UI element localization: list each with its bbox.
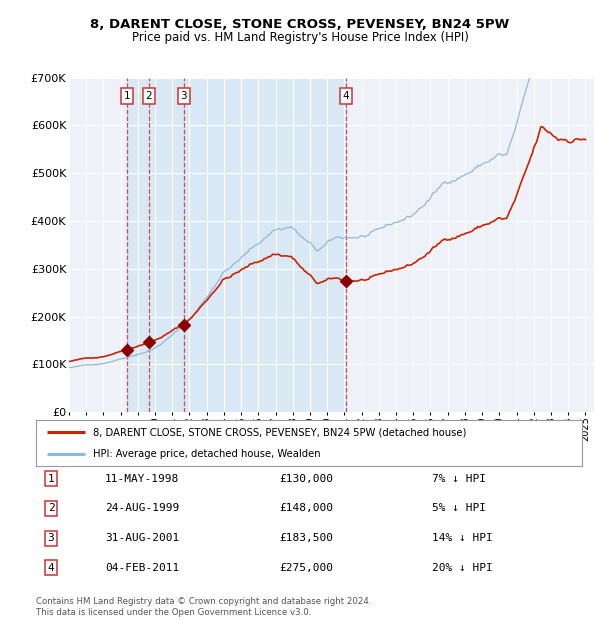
Text: 04-FEB-2011: 04-FEB-2011 (105, 563, 179, 573)
Text: 31-AUG-2001: 31-AUG-2001 (105, 533, 179, 543)
Text: 11-MAY-1998: 11-MAY-1998 (105, 474, 179, 484)
Text: 1: 1 (124, 91, 130, 101)
Text: 14% ↓ HPI: 14% ↓ HPI (432, 533, 493, 543)
Text: Contains HM Land Registry data © Crown copyright and database right 2024.
This d: Contains HM Land Registry data © Crown c… (36, 598, 371, 617)
Text: 4: 4 (343, 91, 349, 101)
Text: 4: 4 (47, 563, 55, 573)
Text: £183,500: £183,500 (279, 533, 333, 543)
Bar (127, 78, 346, 412)
Text: 5% ↓ HPI: 5% ↓ HPI (432, 503, 486, 513)
Text: 20% ↓ HPI: 20% ↓ HPI (432, 563, 493, 573)
Text: £148,000: £148,000 (279, 503, 333, 513)
Text: 3: 3 (181, 91, 187, 101)
Text: 3: 3 (47, 533, 55, 543)
Text: 2: 2 (146, 91, 152, 101)
Text: 8, DARENT CLOSE, STONE CROSS, PEVENSEY, BN24 5PW (detached house): 8, DARENT CLOSE, STONE CROSS, PEVENSEY, … (94, 427, 467, 437)
Text: 7% ↓ HPI: 7% ↓ HPI (432, 474, 486, 484)
Text: 1: 1 (47, 474, 55, 484)
Text: 24-AUG-1999: 24-AUG-1999 (105, 503, 179, 513)
Text: HPI: Average price, detached house, Wealden: HPI: Average price, detached house, Weal… (94, 449, 321, 459)
Text: Price paid vs. HM Land Registry's House Price Index (HPI): Price paid vs. HM Land Registry's House … (131, 31, 469, 43)
Text: £130,000: £130,000 (279, 474, 333, 484)
Text: 8, DARENT CLOSE, STONE CROSS, PEVENSEY, BN24 5PW: 8, DARENT CLOSE, STONE CROSS, PEVENSEY, … (91, 19, 509, 31)
Text: 2: 2 (47, 503, 55, 513)
Text: £275,000: £275,000 (279, 563, 333, 573)
